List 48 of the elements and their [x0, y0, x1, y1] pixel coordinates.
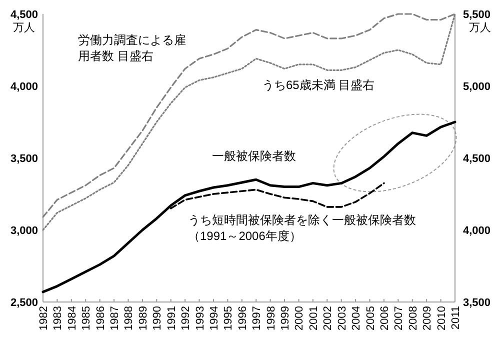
x-tick-label: 2005: [364, 306, 377, 330]
x-tick-label: 1984: [66, 306, 78, 330]
x-tick-label: 1993: [194, 306, 206, 330]
x-tick-label: 1985: [80, 306, 93, 330]
x-tick-label: 1983: [52, 306, 64, 330]
series-label: 労働力調査による雇用者数 目盛右: [78, 33, 186, 64]
series-label: うち短時間被保険者を除く一般被保険者数（1991～2006年度）: [188, 213, 416, 244]
x-tick-label: 2006: [378, 306, 391, 330]
line-series: [170, 182, 385, 210]
x-tick-label: 2000: [294, 306, 306, 330]
x-tick-label: 2003: [336, 306, 348, 330]
y2-axis-title: 万人: [469, 22, 491, 34]
x-tick-label: 2009: [422, 306, 434, 330]
y-tick-label: 4,000: [10, 81, 38, 93]
y-axis-title: 万人: [13, 22, 35, 34]
x-tick-label: 1989: [137, 306, 150, 330]
y2-tick-label: 5,500: [463, 9, 491, 21]
x-tick-label: 1987: [109, 306, 122, 330]
x-tick-label: 2007: [393, 306, 406, 330]
x-tick-label: 1988: [123, 306, 136, 330]
y-tick-label: 2,500: [10, 297, 38, 309]
series-label: 一般被保険者数: [212, 149, 296, 163]
y2-tick-label: 5,000: [463, 81, 491, 93]
x-tick-label: 2004: [350, 306, 363, 330]
x-tick-label: 2001: [308, 306, 320, 330]
x-tick-label: 1982: [38, 306, 50, 330]
x-tick-label: 1986: [94, 306, 107, 330]
y2-tick-label: 4,000: [463, 225, 491, 237]
x-tick-label: 1999: [280, 306, 292, 330]
line-series: [42, 120, 456, 294]
x-tick-label: 2008: [407, 306, 420, 330]
y2-tick-label: 4,500: [463, 153, 491, 165]
x-tick-label: 2011: [450, 306, 462, 330]
x-tick-label: 1992: [180, 306, 192, 330]
y-tick-label: 3,500: [10, 153, 38, 165]
x-tick-label: 2010: [436, 306, 448, 330]
x-tick-label: 1994: [208, 306, 220, 330]
x-tick-label: 1997: [251, 306, 264, 330]
x-tick-label: 1998: [265, 306, 278, 330]
x-tick-label: 1995: [222, 306, 235, 330]
y-tick-label: 3,000: [10, 225, 38, 237]
y2-tick-label: 3,500: [463, 297, 491, 309]
x-tick-label: 1996: [236, 306, 249, 330]
x-tick-label: 1990: [152, 306, 164, 330]
x-tick-label: 2002: [322, 306, 334, 330]
y-tick-label: 4,500: [10, 9, 38, 21]
series-label: うち65歳未満 目盛右: [262, 78, 375, 92]
x-tick-label: 1991: [166, 306, 178, 330]
